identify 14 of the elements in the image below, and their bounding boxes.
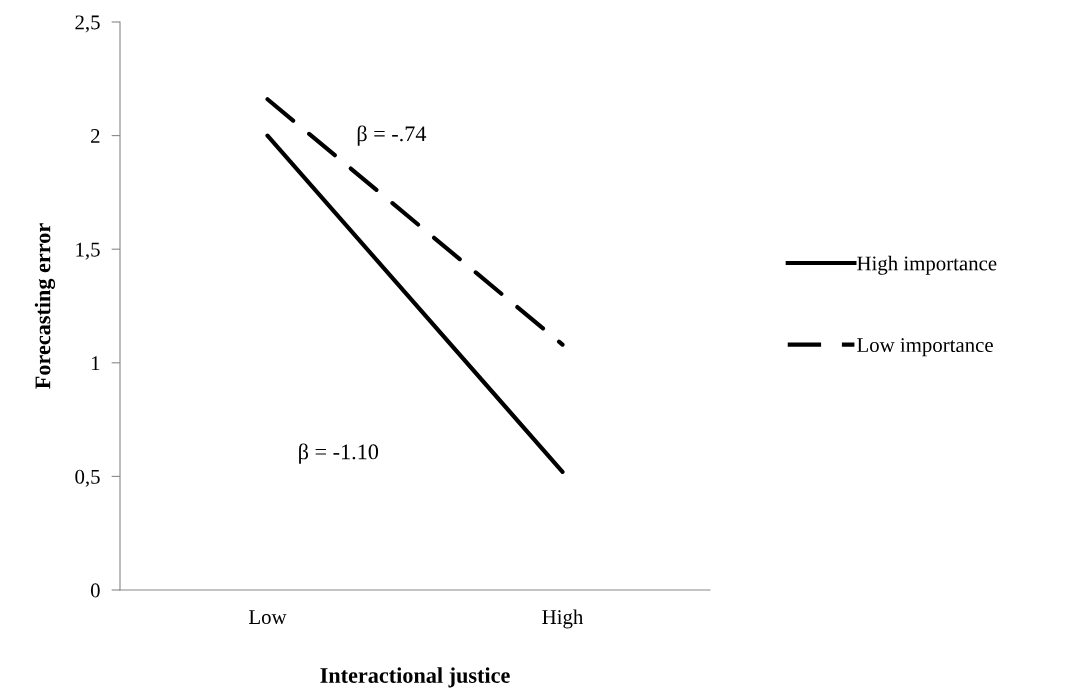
y-tick-label: 1 xyxy=(91,356,100,371)
x-tick-label: High xyxy=(542,609,584,629)
annotation: β = -1.10 xyxy=(299,443,379,464)
y-tick-label: 0,5 xyxy=(75,469,100,487)
y-axis-title: Forecasting error xyxy=(34,223,56,389)
y-tick-label: 2 xyxy=(91,129,100,143)
annotation: β = -.74 xyxy=(357,125,427,146)
y-tick-label: 1,5 xyxy=(76,242,100,260)
legend-label: Low importance xyxy=(857,338,993,357)
y-tick-label: 0 xyxy=(90,583,100,598)
x-tick-label: Low xyxy=(249,610,287,625)
x-axis-title: Interactional justice xyxy=(320,667,510,688)
legend-label: High importance xyxy=(857,255,997,275)
y-tick-label: 2,5 xyxy=(75,15,100,33)
